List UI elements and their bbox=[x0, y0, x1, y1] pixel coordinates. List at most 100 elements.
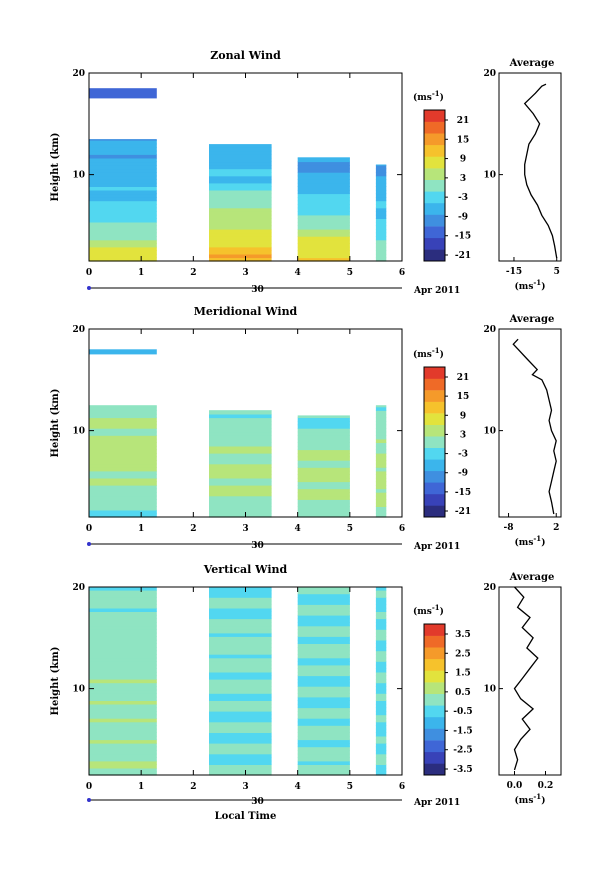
heatmap-cell bbox=[297, 714, 350, 719]
heatmap-cell bbox=[209, 654, 272, 659]
colorbar: (ms-1) 21 15 9 3 -3 -9 -15 -21 bbox=[413, 89, 471, 262]
average-y-tick-label: 10 bbox=[483, 685, 496, 695]
colorbar-tick-label: 15 bbox=[457, 392, 470, 402]
heatmap-cell bbox=[89, 179, 157, 184]
colorbar-swatch bbox=[424, 505, 445, 518]
heatmap-cell bbox=[297, 257, 350, 262]
heatmap-cell bbox=[375, 593, 387, 598]
x-tick-label: 5 bbox=[347, 268, 353, 278]
heatmap-cell bbox=[209, 735, 272, 741]
heatmap-cell bbox=[375, 739, 387, 744]
heatmap-cell bbox=[297, 725, 350, 730]
heatmap-cell bbox=[209, 246, 272, 251]
heatmap-cell bbox=[209, 513, 272, 518]
x-tick-label: 6 bbox=[399, 782, 405, 792]
heatmap-cell bbox=[89, 618, 157, 623]
colorbar-tick-label: 0.5 bbox=[455, 688, 471, 698]
heatmap-cell bbox=[89, 243, 157, 248]
heatmap-cell bbox=[89, 428, 157, 433]
heatmap-cell bbox=[297, 236, 350, 241]
heatmap-cell bbox=[297, 587, 350, 591]
heatmap-cell bbox=[297, 657, 350, 662]
heatmap-cell bbox=[89, 218, 157, 223]
heatmap-cell bbox=[209, 657, 272, 662]
heatmap-cell bbox=[297, 200, 350, 205]
heatmap-cell bbox=[209, 725, 272, 730]
heatmap-cell bbox=[375, 477, 387, 483]
heatmap-cell bbox=[297, 449, 350, 454]
heatmap-cell bbox=[209, 604, 272, 609]
heatmap-cell bbox=[375, 753, 387, 758]
heatmap-cell bbox=[297, 607, 350, 612]
heatmap-cell bbox=[89, 593, 157, 598]
heatmap bbox=[89, 88, 387, 262]
heatmap-cell bbox=[89, 232, 157, 237]
heatmap-cell bbox=[375, 711, 387, 716]
heatmap-cell bbox=[89, 735, 157, 741]
x-tick-label: 6 bbox=[399, 524, 405, 534]
heatmap-cell bbox=[375, 611, 387, 616]
heatmap-cell bbox=[209, 499, 272, 504]
heatmap-cell bbox=[375, 682, 387, 687]
heatmap-cell bbox=[89, 600, 157, 605]
unit-close: ) bbox=[440, 92, 444, 103]
heatmap-cell bbox=[209, 168, 272, 173]
heatmap-cell bbox=[209, 175, 272, 180]
date-day: 30 bbox=[251, 285, 264, 295]
heatmap-cell bbox=[375, 597, 387, 602]
heatmap-cell bbox=[297, 207, 350, 212]
heatmap-cell bbox=[89, 221, 157, 227]
colorbar-swatch bbox=[424, 647, 445, 660]
heatmap-cell bbox=[89, 703, 157, 709]
colorbar-swatch bbox=[424, 693, 445, 706]
unit-text: (ms bbox=[413, 606, 432, 617]
unit-close: ) bbox=[440, 606, 444, 617]
average-frame bbox=[498, 328, 562, 518]
heatmap-cell bbox=[375, 639, 387, 644]
heatmap-cell bbox=[89, 668, 157, 673]
heatmap-cell bbox=[209, 200, 272, 205]
heatmap-cell bbox=[297, 671, 350, 677]
panel-title: Meridional Wind bbox=[194, 305, 298, 318]
heatmap-cell bbox=[209, 243, 272, 248]
heatmap-cell bbox=[375, 186, 387, 191]
average-x-tick-label: 0.0 bbox=[507, 781, 523, 791]
colorbar-swatch bbox=[424, 226, 445, 239]
heatmap-cell bbox=[89, 650, 157, 655]
date-month: Apr 2011 bbox=[413, 798, 460, 808]
x-tick-label: 5 bbox=[347, 524, 353, 534]
heatmap-cell bbox=[209, 650, 272, 655]
heatmap-cell bbox=[209, 750, 272, 755]
heatmap-cell bbox=[89, 732, 157, 737]
heatmap-cell bbox=[89, 481, 157, 486]
colorbar-tick-label: -15 bbox=[455, 488, 471, 498]
x-tick-label: 4 bbox=[295, 268, 301, 278]
average-y-tick-label: 20 bbox=[483, 325, 496, 335]
average-y-tick-label: 10 bbox=[483, 171, 496, 181]
heatmap-cell bbox=[89, 250, 157, 255]
x-axis-label: Local Time bbox=[215, 811, 277, 822]
colorbar-swatch bbox=[424, 110, 445, 122]
heatmap-cell bbox=[89, 622, 157, 627]
heatmap-cell bbox=[375, 618, 387, 623]
heatmap-cell bbox=[209, 150, 272, 155]
heatmap-cell bbox=[89, 157, 157, 163]
heatmap-cell bbox=[375, 771, 387, 776]
panel-3: Vertical Wind 0 1 2 3 4 5 6 10 20 Height (km) 30 Apr… bbox=[50, 563, 562, 822]
heatmap-cell bbox=[209, 590, 272, 595]
heatmap-cell bbox=[375, 221, 387, 227]
colorbar-swatch bbox=[424, 493, 445, 506]
heatmap-cell bbox=[209, 618, 272, 623]
heatmap-cell bbox=[375, 506, 387, 511]
heatmap-cell bbox=[89, 639, 157, 644]
heatmap-cell bbox=[89, 682, 157, 687]
heatmap-cell bbox=[209, 144, 272, 148]
heatmap-cell bbox=[89, 611, 157, 616]
heatmap-cell bbox=[209, 460, 272, 465]
x-tick-label: 4 bbox=[295, 524, 301, 534]
heatmap-cell bbox=[375, 492, 387, 497]
heatmap-cell bbox=[89, 467, 157, 472]
unit-sup: -1 bbox=[432, 89, 440, 98]
heatmap-cell bbox=[89, 625, 157, 630]
heatmap bbox=[89, 349, 387, 518]
